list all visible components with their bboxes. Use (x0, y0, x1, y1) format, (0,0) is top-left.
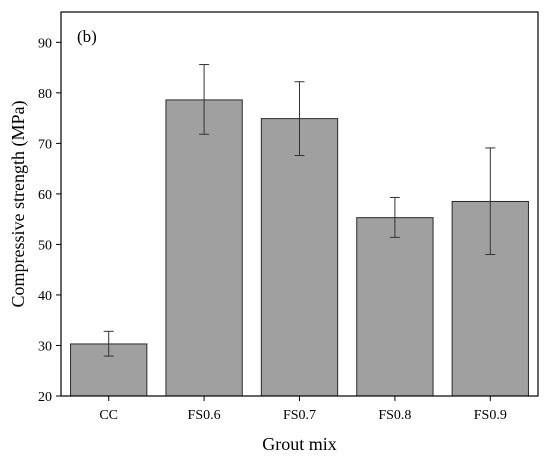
y-tick-label: 30 (38, 339, 52, 354)
x-tick-label: CC (99, 408, 118, 423)
y-tick-label: 70 (38, 137, 52, 152)
y-tick-label: 90 (38, 36, 52, 51)
error-bars-layer (103, 64, 496, 357)
y-axis-ticks: 20 30 40 50 60 70 80 90 (38, 36, 61, 405)
x-axis-ticks: CC FS0.6 FS0.7 FS0.8 FS0.9 (99, 396, 507, 423)
bar-FS0.7 (260, 118, 339, 397)
error-bar-CC (103, 330, 114, 357)
x-axis-title: Grout mix (262, 434, 337, 454)
y-tick-label: 20 (38, 390, 52, 405)
y-tick-label: 40 (38, 289, 52, 304)
x-tick-label: FS0.9 (474, 408, 507, 423)
bars-layer (70, 99, 529, 397)
y-tick-label: 50 (38, 238, 52, 253)
y-axis-title: Compressive strength (MPa) (8, 101, 29, 308)
x-tick-label: FS0.6 (188, 408, 221, 423)
bar-FS0.6 (165, 99, 243, 397)
y-tick-label: 60 (38, 188, 52, 203)
panel-label: (b) (77, 27, 97, 46)
bar-FS0.8 (356, 217, 434, 397)
error-bar-FS0.6 (199, 64, 210, 135)
error-bar-FS0.7 (294, 81, 305, 156)
x-tick-label: FS0.8 (378, 408, 411, 423)
error-bar-FS0.8 (389, 196, 400, 238)
error-bar-FS0.9 (485, 147, 496, 256)
x-tick-label: FS0.7 (283, 408, 316, 423)
y-tick-label: 80 (38, 87, 52, 102)
